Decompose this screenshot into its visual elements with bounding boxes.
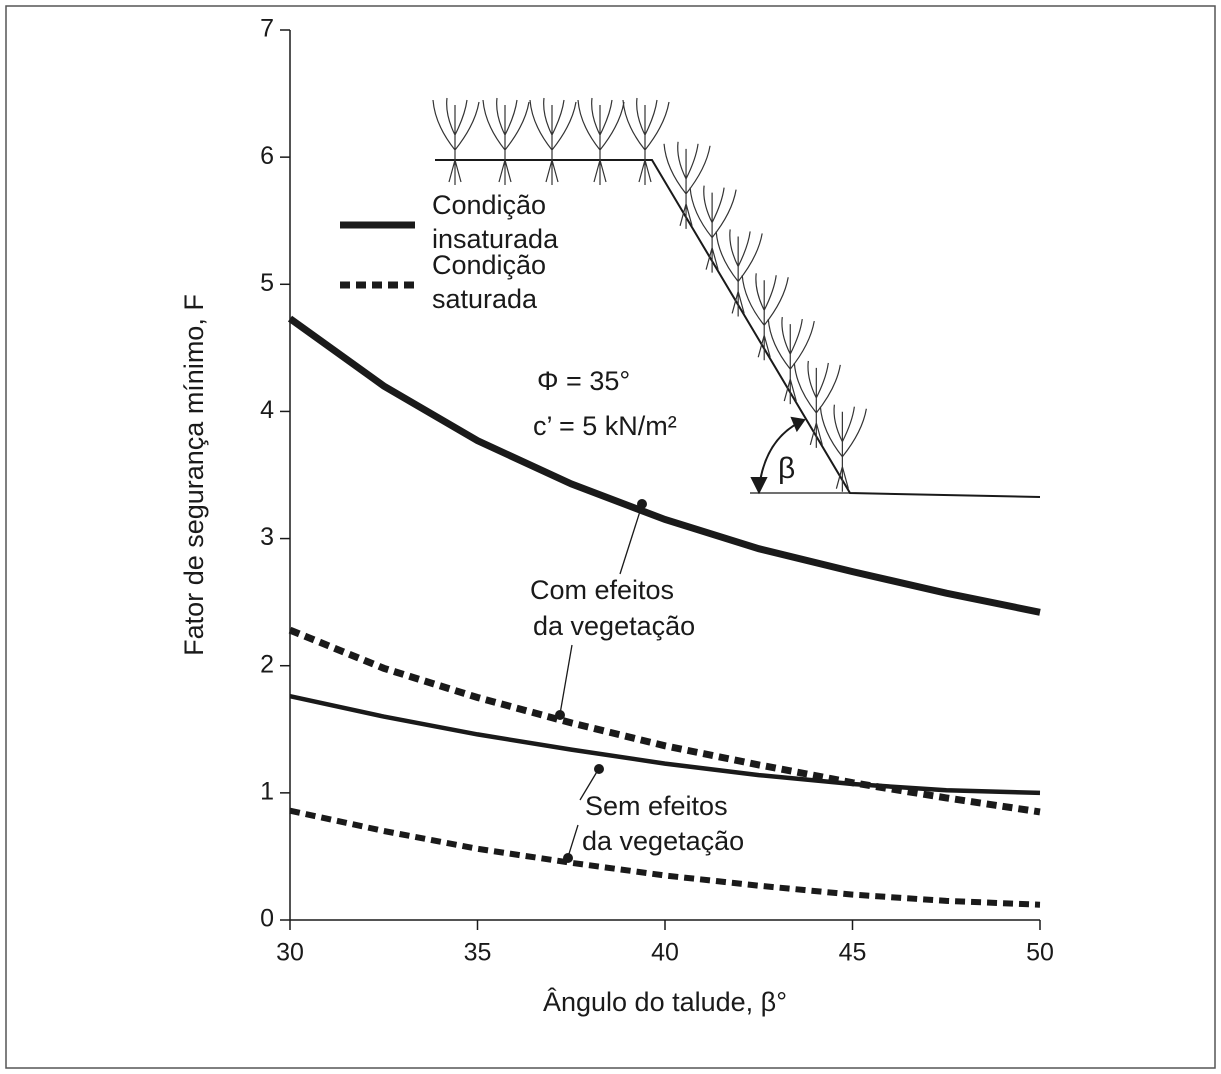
series-line (289, 694, 1041, 796)
annotation: Sem efeitos (585, 791, 728, 821)
legend-label: Condição (432, 190, 546, 220)
plant (663, 141, 711, 229)
plant (819, 404, 867, 492)
y-tick-label: 1 (260, 777, 274, 805)
leaders (559, 504, 643, 858)
x-axis-label: Ângulo do talude, β° (543, 986, 787, 1017)
phi-label: Φ = 35° (537, 366, 630, 396)
plant (622, 97, 670, 185)
dot (594, 764, 604, 774)
plant (432, 97, 480, 185)
x-tick-label: 35 (464, 939, 492, 967)
annotation: da vegetação (533, 611, 695, 641)
annotation: Com efeitos (530, 575, 674, 605)
plant (793, 360, 841, 448)
x-tick-label: 45 (839, 939, 867, 967)
angle-label: β (778, 452, 795, 485)
legend-label: saturada (432, 284, 538, 314)
y-tick-label: 6 (260, 142, 274, 170)
leader (567, 824, 579, 858)
y-tick-label: 0 (260, 905, 274, 933)
x-tick-label: 50 (1026, 939, 1054, 967)
legend-label: insaturada (432, 224, 559, 254)
annotation: da vegetação (582, 826, 744, 856)
frame (5, 5, 1216, 1069)
series-line (287, 315, 1041, 616)
series-line (289, 807, 1041, 908)
plant (741, 273, 789, 361)
y-tick-label: 7 (260, 15, 274, 43)
x-tick-label: 30 (276, 939, 304, 967)
slope-profile (435, 159, 1041, 498)
angle-arrows (750, 416, 806, 495)
y-tick-label: 4 (260, 396, 274, 424)
x-tick-label: 40 (651, 939, 679, 967)
slope-diagram (435, 159, 1041, 498)
leader (559, 644, 573, 715)
plant (529, 97, 577, 185)
plant (715, 229, 763, 317)
y-tick-label: 2 (260, 650, 274, 678)
y-tick-label: 5 (260, 269, 274, 297)
legend-label: Condição (432, 250, 546, 280)
y-axis-label: Fator de segurança mínimo, F (179, 294, 209, 656)
vegetation (432, 97, 867, 492)
plant (482, 97, 530, 185)
cohesion-label: c’ = 5 kN/m² (533, 411, 677, 441)
leader (579, 769, 599, 801)
leader (619, 504, 643, 575)
plant (577, 97, 625, 185)
y-tick-label: 3 (260, 523, 274, 551)
plant (767, 317, 815, 405)
series-line (288, 626, 1041, 816)
plant (689, 185, 737, 273)
